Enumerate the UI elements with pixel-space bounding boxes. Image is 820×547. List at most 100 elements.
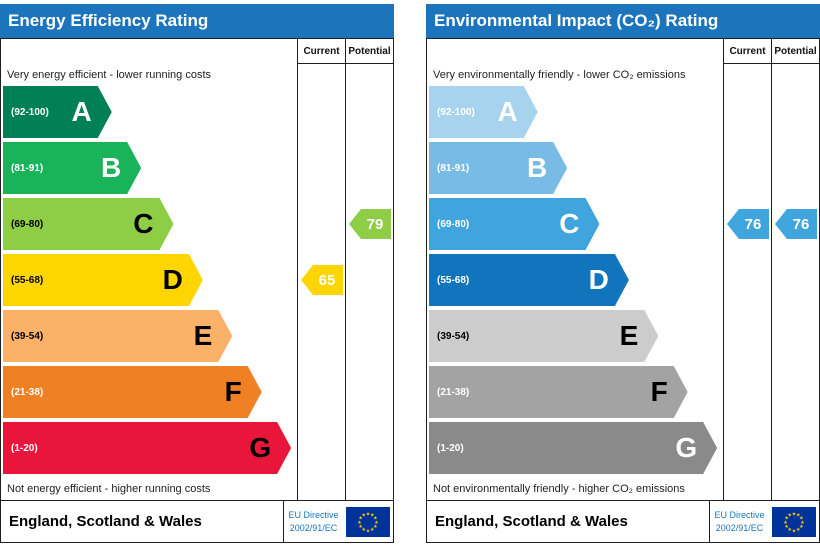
band-letter: B: [526, 152, 548, 183]
band-g: (1-20) G: [429, 422, 717, 474]
svg-text:★: ★: [373, 515, 378, 521]
band-range-label: (21-38): [437, 386, 470, 398]
svg-text:★: ★: [370, 512, 375, 518]
eu-directive-line1: EU Directive: [714, 510, 765, 521]
energy-efficiency-panel: Energy Efficiency Rating Current Potenti…: [0, 4, 394, 543]
svg-text:★: ★: [366, 511, 371, 517]
region-label: England, Scotland & Wales: [9, 513, 202, 530]
band-range-label: (69-80): [437, 218, 470, 230]
eu-flag-icon: ★ ★★★★★★★★★★★: [772, 506, 816, 537]
chart-area: Very environmentally friendly - lower CO…: [427, 64, 723, 500]
svg-text:★: ★: [362, 512, 367, 518]
chart-row: Very environmentally friendly - lower CO…: [427, 64, 819, 500]
current-rating-column: 65: [297, 64, 345, 500]
svg-text:★: ★: [373, 524, 378, 530]
band-f: (21-38) F: [3, 366, 262, 418]
potential-column-header: Potential: [345, 39, 393, 64]
band-letter: A: [71, 96, 92, 127]
band-range-label: (1-20): [437, 442, 464, 454]
panel-body: Current Potential Very energy efficient …: [0, 38, 394, 543]
eu-directive-label: EU Directive 2002/91/EC: [283, 501, 343, 542]
band-range-label: (21-38): [11, 386, 44, 398]
eu-directive-line2: 2002/91/EC: [289, 522, 338, 533]
band-range-label: (92-100): [437, 106, 475, 118]
svg-text:★: ★: [799, 524, 804, 530]
svg-text:★: ★: [783, 519, 788, 525]
svg-text:★: ★: [784, 515, 789, 521]
band-range-label: (1-20): [11, 442, 38, 454]
band-c: (69-80) C: [3, 198, 174, 250]
potential-rating-indicator: 79: [349, 209, 391, 239]
svg-text:★: ★: [784, 524, 789, 530]
eu-flag: ★ ★ ★ ★ ★ ★ ★ ★ ★ ★ ★ ★: [769, 501, 819, 542]
band-g: (1-20) G: [3, 422, 291, 474]
rating-bands: (92-100) A (81-91) B (69-80) C (55-68) D (39-54)…: [1, 86, 297, 478]
svg-text:★: ★: [792, 511, 797, 517]
panel-title: Environmental Impact (CO₂) Rating: [434, 11, 719, 30]
current-rating-indicator: 76: [727, 209, 769, 239]
svg-text:★: ★: [800, 519, 805, 525]
environmental-impact-panel: Environmental Impact (CO₂) Rating Curren…: [426, 4, 820, 543]
bottom-caption: Not environmentally friendly - higher CO…: [433, 483, 685, 495]
band-a: (92-100) A: [429, 86, 538, 138]
panel-title-bar: Energy Efficiency Rating: [0, 4, 394, 38]
band-range-label: (55-68): [11, 274, 44, 286]
current-column-header: Current: [297, 39, 345, 64]
svg-text:★: ★: [788, 527, 793, 533]
band-letter: E: [619, 320, 639, 351]
band-letter: C: [559, 208, 580, 239]
top-caption: Very environmentally friendly - lower CO…: [433, 69, 686, 81]
eu-directive-label: EU Directive 2002/91/EC: [709, 501, 769, 542]
band-e: (39-54) E: [429, 310, 658, 362]
potential-rating-column: 79: [345, 64, 393, 500]
panel-footer: England, Scotland & Wales EU Directive 2…: [427, 500, 819, 542]
columns-header-spacer: [427, 39, 723, 64]
svg-text:★: ★: [370, 527, 375, 533]
top-caption: Very energy efficient - lower running co…: [7, 69, 212, 81]
band-letter: C: [133, 208, 154, 239]
current-rating-column: 76: [723, 64, 771, 500]
panel-title-bar: Environmental Impact (CO₂) Rating: [426, 4, 820, 38]
band-letter: E: [193, 320, 213, 351]
eu-directive-line1: EU Directive: [288, 510, 339, 521]
svg-text:★: ★: [358, 515, 363, 521]
band-a: (92-100) A: [3, 86, 112, 138]
band-d: (55-68) D: [3, 254, 203, 306]
band-range-label: (81-91): [11, 162, 44, 174]
rating-bands: (92-100) A (81-91) B (69-80) C (55-68) D (39-54)…: [427, 86, 723, 478]
band-f: (21-38) F: [429, 366, 688, 418]
eu-flag: ★ ★ ★ ★ ★ ★ ★ ★ ★ ★ ★ ★: [343, 501, 393, 542]
potential-rating-indicator: 76: [775, 209, 817, 239]
columns-header-spacer: [1, 39, 297, 64]
band-d: (55-68) D: [429, 254, 629, 306]
current-rating-indicator: 65: [301, 265, 343, 295]
svg-text:★: ★: [374, 519, 379, 525]
band-letter: G: [249, 432, 272, 463]
band-range-label: (69-80): [11, 218, 44, 230]
potential-column-header: Potential: [771, 39, 819, 64]
band-range-label: (39-54): [11, 330, 44, 342]
potential-rating-column: 76: [771, 64, 819, 500]
band-c: (69-80) C: [429, 198, 600, 250]
columns-header: Current Potential: [1, 39, 393, 64]
svg-text:★: ★: [792, 528, 797, 534]
band-letter: B: [100, 152, 122, 183]
current-column-header: Current: [723, 39, 771, 64]
columns-header: Current Potential: [427, 39, 819, 64]
eu-directive-line2: 2002/91/EC: [715, 522, 764, 533]
band-letter: F: [650, 376, 668, 407]
band-b: (81-91) B: [429, 142, 567, 194]
bottom-caption: Not energy efficient - higher running co…: [7, 483, 211, 495]
band-e: (39-54) E: [3, 310, 232, 362]
svg-text:★: ★: [796, 512, 801, 518]
band-letter: A: [497, 96, 518, 127]
svg-text:★: ★: [799, 515, 804, 521]
panel-title: Energy Efficiency Rating: [8, 11, 209, 30]
band-letter: G: [675, 432, 698, 463]
band-range-label: (92-100): [11, 106, 49, 118]
band-b: (81-91) B: [3, 142, 141, 194]
chart-area: Very energy efficient - lower running co…: [1, 64, 297, 500]
chart-row: Very energy efficient - lower running co…: [1, 64, 393, 500]
svg-text:★: ★: [366, 528, 371, 534]
